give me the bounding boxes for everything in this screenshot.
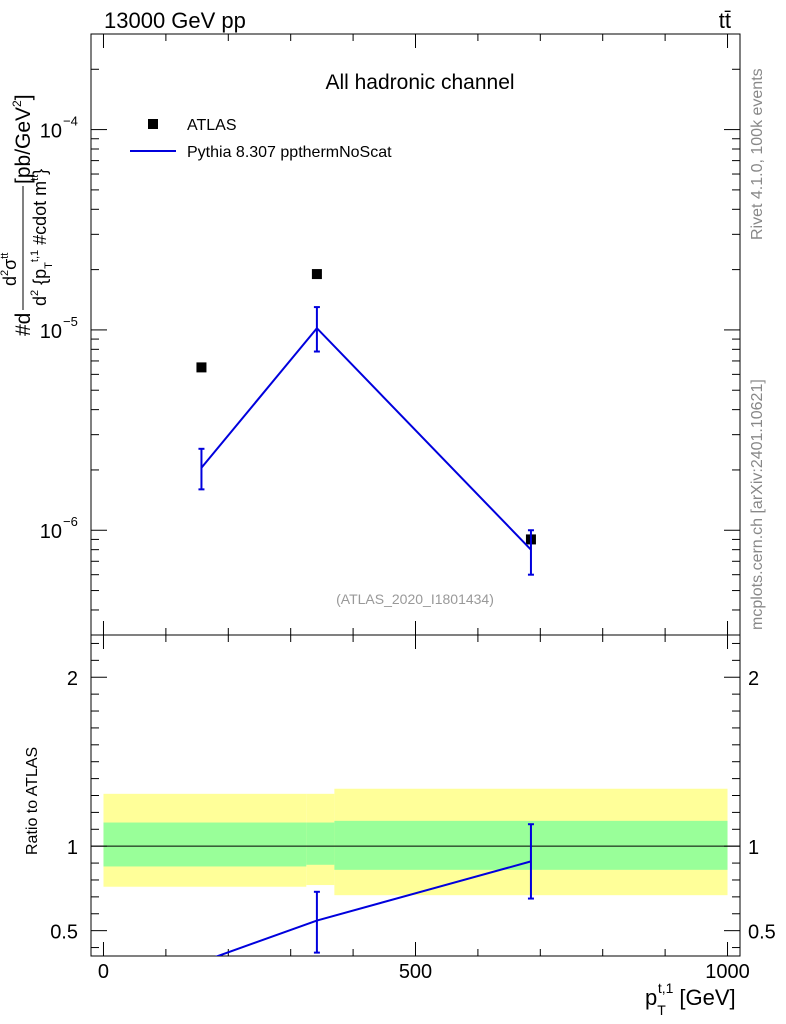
ratio-panel: 0.5 0.5 1 1 2 2 0 500 1000 Ratio to ATLAS pTt,1… <box>24 634 776 1018</box>
atlas-data-point <box>311 269 322 280</box>
ratio-data-layer <box>214 823 534 956</box>
ratio-y-tick-label-right: 0.5 <box>748 922 776 944</box>
ratio-y-axis-label: Ratio to ATLAS <box>24 747 41 855</box>
pythia-line <box>200 326 532 551</box>
legend-atlas-marker <box>148 119 158 129</box>
ratio-y-tick-label-right: 1 <box>748 837 759 859</box>
ratio-bands <box>103 788 728 896</box>
ratio-y-tick-label-right: 2 <box>748 668 759 690</box>
chart-title: All hadronic channel <box>325 71 514 94</box>
ratio-green-band <box>103 822 307 867</box>
legend: ATLAS Pythia 8.307 ppthermNoScat <box>130 117 392 161</box>
main-y-tick-labels: 10−610−510−4 <box>40 114 78 544</box>
atlas-data-point <box>196 362 207 373</box>
ratio-x-axis-label: pTt,1 [GeV] <box>645 980 736 1018</box>
analysis-tag: (ATLAS_2020_I1801434) <box>336 591 494 607</box>
ratio-axis-ticks <box>91 635 740 956</box>
ratio-y-tick-label-left: 2 <box>67 668 78 690</box>
main-panel: 10−610−510−4 All hadronic channel (ATLAS… <box>0 33 741 636</box>
ratio-x-tick-label: 500 <box>399 961 432 983</box>
svg-text:d2 {pTt,1 #cdot mtt}: d2 {pTt,1 #cdot mtt} <box>29 169 55 306</box>
main-y-tick-exponent: −5 <box>63 314 78 329</box>
main-y-tick-label: 10 <box>40 521 62 543</box>
svg-text:#d: #d <box>12 313 35 336</box>
main-y-tick-label: 10 <box>40 121 62 143</box>
ratio-y-tick-label-left: 0.5 <box>50 922 78 944</box>
header-energy-label: 13000 GeV pp <box>104 8 246 33</box>
legend-atlas-label: ATLAS <box>187 117 237 134</box>
ratio-y-tick-label-left: 1 <box>67 837 78 859</box>
svg-text:d2σtt: d2σtt <box>0 253 20 286</box>
main-axis-ticks <box>91 33 740 636</box>
main-y-tick-exponent: −4 <box>63 114 78 129</box>
rivet-version-label: Rivet 4.1.0, 100k events <box>749 68 766 240</box>
mcplots-label: mcplots.cern.ch [arXiv:2401.10621] <box>749 379 766 630</box>
main-data-layer <box>196 269 536 576</box>
ratio-x-tick-label: 0 <box>98 961 109 983</box>
svg-text:[pb/GeV2]: [pb/GeV2] <box>10 94 35 184</box>
header-process-label: tt̄ <box>719 8 731 33</box>
ratio-x-tick-label: 1000 <box>705 961 750 983</box>
legend-pythia-label: Pythia 8.307 ppthermNoScat <box>187 144 392 161</box>
ratio-x-tick-labels: 0 500 1000 <box>98 961 750 983</box>
main-y-tick-exponent: −6 <box>63 514 78 529</box>
ratio-y-tick-labels: 0.5 0.5 1 1 2 2 <box>50 668 776 943</box>
ratio-green-band <box>306 822 335 865</box>
main-y-tick-label: 10 <box>40 321 62 343</box>
